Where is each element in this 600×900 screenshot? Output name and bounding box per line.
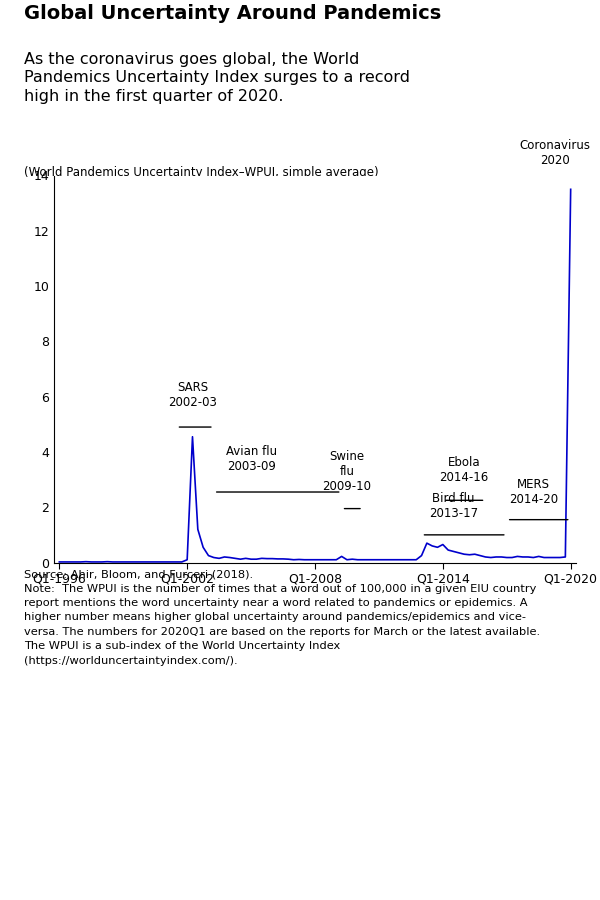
Text: Source: Ahir, Bloom, and Furceri (2018).
Note:  The WPUI is the number of times : Source: Ahir, Bloom, and Furceri (2018).… <box>24 569 540 665</box>
Text: (World Pandemics Uncertainty Index–WPUI, simple average): (World Pandemics Uncertainty Index–WPUI,… <box>24 166 379 179</box>
Text: INTERNATIONAL MONETARY FUND: INTERNATIONAL MONETARY FUND <box>129 839 471 857</box>
Text: Bird flu
2013-17: Bird flu 2013-17 <box>429 491 478 519</box>
Text: Coronavirus
2020: Coronavirus 2020 <box>519 140 590 167</box>
Text: Global Uncertainty Around Pandemics: Global Uncertainty Around Pandemics <box>24 4 441 23</box>
Text: MERS
2014-20: MERS 2014-20 <box>509 478 558 506</box>
Text: SARS
2002-03: SARS 2002-03 <box>168 381 217 410</box>
Text: Avian flu
2003-09: Avian flu 2003-09 <box>226 445 277 473</box>
Text: As the coronavirus goes global, the World
Pandemics Uncertainty Index surges to : As the coronavirus goes global, the Worl… <box>24 51 410 104</box>
Text: Swine
flu
2009-10: Swine flu 2009-10 <box>322 450 371 493</box>
Text: Ebola
2014-16: Ebola 2014-16 <box>440 455 489 483</box>
